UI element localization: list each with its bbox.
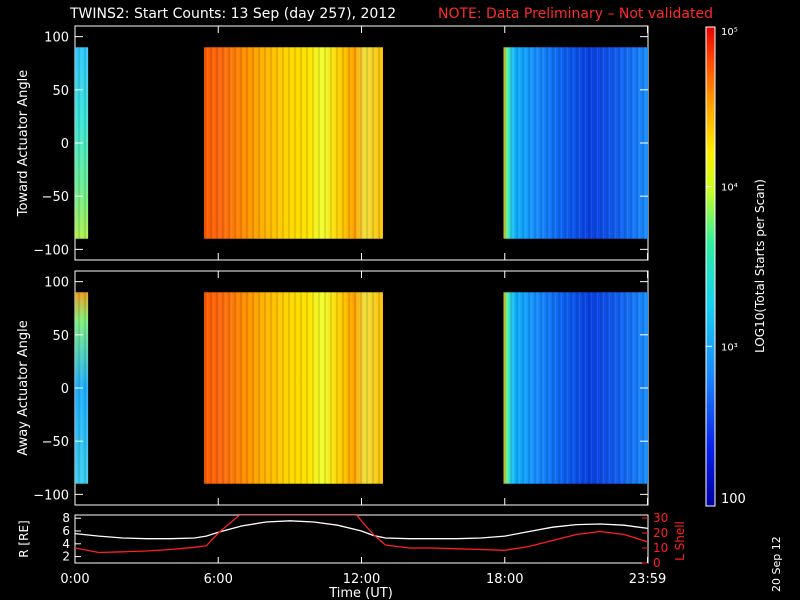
title-row: TWINS2: Start Counts: 13 Sep (day 257), …: [0, 6, 800, 26]
orbit-ytick-label-0: 2: [62, 550, 70, 564]
toward-ytick-label-2: 0: [61, 137, 69, 152]
toward-ytick-label-0: −100: [33, 243, 69, 258]
toward-segment-texture-3: [503, 47, 648, 239]
time-xlabel: Time (UT): [328, 586, 393, 600]
toward-ylabel: Toward Actuator Angle: [16, 70, 31, 217]
toward-axes: −100 −50 0 50 100: [33, 26, 649, 260]
r-distance-line: [75, 520, 648, 540]
away-ytick-label-2: 0: [61, 382, 69, 397]
away-segment-texture-3: [503, 292, 648, 484]
orbit-lines: [75, 515, 648, 554]
away-ytick-label-4: 100: [44, 276, 69, 291]
colorbar-tick-label-0: 100: [721, 492, 746, 507]
orbit-ytick-label-2: 6: [62, 524, 70, 538]
orbit-y2label: L Shell: [673, 521, 687, 561]
toward-ytick-label-3: 50: [52, 84, 69, 99]
orbit-y2tick-label-3: 30: [653, 511, 668, 525]
preliminary-note: NOTE: Data Preliminary – Not validated: [438, 6, 713, 22]
toward-ytick-label-4: 100: [44, 31, 69, 46]
away-ytick-label-0: −100: [33, 488, 69, 503]
away-segment-texture-2: [203, 292, 383, 484]
chart-title: TWINS2: Start Counts: 13 Sep (day 257), …: [70, 6, 397, 22]
toward-segment-texture-2: [203, 47, 383, 239]
orbit-xtick-label-2: 12:00: [343, 572, 380, 587]
orbit-xtick-label-3: 18:00: [486, 572, 523, 587]
date-stamp: 20 Sep 12: [770, 536, 783, 592]
toward-heatmap: [75, 47, 648, 239]
orbit-xtick-label-1: 6:00: [204, 572, 233, 587]
colorbar-tick-label-2: 10⁴: [721, 183, 738, 194]
colorbar-ticks: 100 10³ 10⁴ 10⁵: [706, 26, 746, 507]
orbit-xtick-label-4: 23:59: [629, 572, 666, 587]
orbit-y2tick-label-2: 20: [653, 526, 668, 540]
orbit-ytick-label-3: 8: [62, 511, 70, 525]
away-ytick-label-1: −50: [42, 435, 69, 450]
l-shell-line: [75, 515, 648, 554]
toward-ytick-label-1: −50: [42, 190, 69, 205]
away-axes: −100 −50 0 50 100: [33, 271, 649, 505]
colorbar-tick-label-1: 10³: [721, 342, 738, 353]
colorbar-label: LOG10(Total Starts per Scan): [753, 179, 767, 353]
orbit-ytick-label-1: 4: [62, 537, 70, 551]
colorbar: [705, 26, 716, 507]
orbit-y2tick-label-1: 10: [653, 541, 668, 555]
orbit-ylabel: R [RE]: [17, 520, 31, 557]
orbit-xtick-label-0: 0:00: [60, 572, 89, 587]
away-ytick-label-3: 50: [52, 329, 69, 344]
away-heatmap: [75, 292, 648, 484]
away-ylabel: Away Actuator Angle: [16, 320, 31, 455]
colorbar-tick-label-3: 10⁵: [721, 27, 738, 38]
orbit-y2tick-label-0: 0: [653, 556, 661, 570]
